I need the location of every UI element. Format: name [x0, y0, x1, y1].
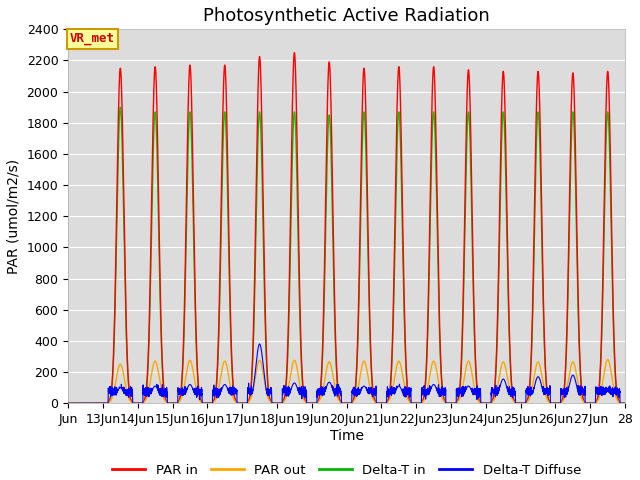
Legend: PAR in, PAR out, Delta-T in, Delta-T Diffuse: PAR in, PAR out, Delta-T in, Delta-T Dif… — [107, 458, 586, 480]
Title: Photosynthetic Active Radiation: Photosynthetic Active Radiation — [204, 7, 490, 25]
X-axis label: Time: Time — [330, 429, 364, 443]
Text: VR_met: VR_met — [70, 32, 115, 46]
Y-axis label: PAR (umol/m2/s): PAR (umol/m2/s) — [7, 159, 21, 274]
